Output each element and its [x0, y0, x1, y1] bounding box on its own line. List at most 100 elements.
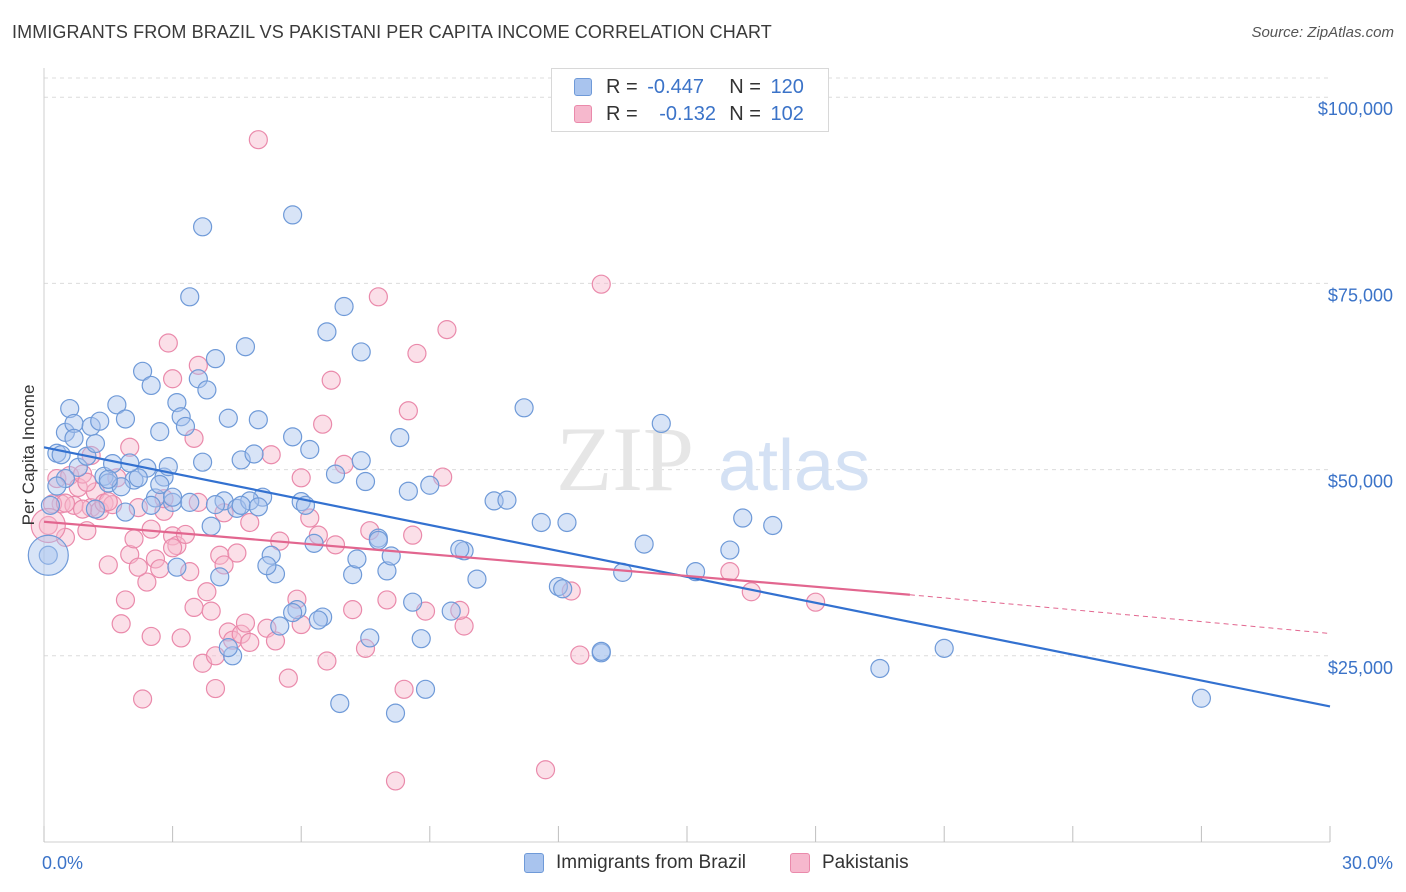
- point-pakistanis: [321, 370, 341, 390]
- watermark: ZIP atlas: [556, 408, 870, 510]
- legend-n-label: N =: [729, 75, 761, 98]
- legend-r-label: R =: [606, 75, 638, 98]
- point-brazil: [651, 413, 671, 434]
- point-pakistanis: [407, 343, 427, 364]
- point-brazil: [420, 475, 440, 495]
- point-brazil: [132, 361, 153, 381]
- point-brazil: [377, 561, 397, 581]
- point-brazil: [98, 469, 118, 489]
- point-brazil: [733, 508, 753, 528]
- point-brazil: [270, 616, 290, 636]
- point-pakistanis: [98, 555, 118, 575]
- point-brazil: [171, 407, 191, 427]
- point-pakistanis: [398, 401, 418, 421]
- legend-item-pakistanis: Pakistanis: [790, 852, 909, 874]
- y-tick-label: $75,000: [1328, 285, 1393, 305]
- point-brazil: [244, 444, 264, 464]
- point-brazil: [441, 601, 461, 621]
- axes: [43, 68, 1331, 843]
- point-brazil: [553, 579, 573, 599]
- point-brazil: [197, 380, 217, 400]
- point-brazil: [308, 610, 328, 630]
- watermark-atlas: atlas: [718, 426, 870, 506]
- point-pakistanis: [77, 472, 97, 492]
- point-pakistanis: [570, 645, 590, 665]
- point-brazil: [248, 410, 268, 430]
- watermark-zip: ZIP: [556, 408, 694, 510]
- point-brazil: [514, 398, 534, 418]
- point-pakistanis: [403, 525, 423, 545]
- point-brazil: [150, 422, 170, 442]
- legend-n-value: 120: [770, 75, 804, 98]
- legend-item-brazil: Immigrants from Brazil: [524, 852, 746, 874]
- point-brazil: [231, 495, 251, 515]
- point-brazil: [167, 557, 187, 577]
- legend-label-pakistanis: Pakistanis: [822, 852, 909, 873]
- tick-labels: $25,000 $50,000 $75,000 $100,000 0.0% 30.0%: [42, 99, 1393, 873]
- legend-r-value: -0.447: [647, 75, 704, 98]
- point-brazil: [150, 474, 170, 495]
- point-brazil: [467, 569, 487, 589]
- source-credit: Source: ZipAtlas.com: [1251, 24, 1394, 41]
- point-brazil: [64, 428, 84, 448]
- point-pakistanis: [591, 274, 611, 294]
- point-pakistanis: [343, 600, 363, 620]
- point-brazil: [180, 287, 200, 307]
- point-brazil: [347, 549, 367, 569]
- point-brazil: [398, 481, 418, 501]
- legend-row-pakistanis: R = -0.132 N = 102: [574, 102, 804, 126]
- point-pakistanis: [128, 557, 148, 577]
- y-tick-label: $50,000: [1328, 472, 1393, 492]
- y-tick-label: $25,000: [1328, 658, 1393, 678]
- point-brazil: [40, 495, 61, 515]
- point-brazil: [47, 476, 67, 496]
- legend-n-value: 102: [770, 102, 804, 125]
- legend-n-label: N =: [729, 102, 761, 125]
- point-pakistanis: [30, 507, 66, 544]
- point-brazil: [870, 658, 890, 679]
- point-brazil: [175, 416, 196, 437]
- legend-swatch-pakistanis: [574, 105, 592, 123]
- point-brazil: [634, 534, 654, 554]
- point-pakistanis: [163, 369, 183, 389]
- point-pakistanis: [197, 582, 217, 602]
- point-brazil: [141, 495, 161, 515]
- series-brazil: [27, 205, 1212, 723]
- point-pakistanis: [55, 493, 76, 513]
- x-tick-label: 30.0%: [1342, 853, 1393, 873]
- point-pakistanis: [291, 468, 311, 488]
- point-brazil: [1191, 688, 1212, 708]
- point-pakistanis: [313, 414, 333, 434]
- point-pakistanis: [158, 333, 178, 353]
- point-brazil: [557, 512, 577, 533]
- x-tick-label: 0.0%: [42, 853, 83, 873]
- point-pakistanis: [111, 614, 131, 634]
- point-pakistanis: [141, 626, 161, 647]
- point-brazil: [360, 628, 380, 648]
- point-pakistanis: [124, 529, 144, 549]
- point-brazil: [343, 565, 363, 585]
- point-brazil: [450, 539, 470, 559]
- point-pakistanis: [535, 760, 556, 780]
- point-brazil: [248, 497, 268, 517]
- point-brazil: [205, 495, 226, 515]
- point-brazil: [355, 471, 376, 492]
- point-brazil: [60, 398, 80, 419]
- legend-r-value: -0.132: [659, 102, 716, 125]
- point-pakistanis: [38, 515, 58, 536]
- point-pakistanis: [188, 355, 208, 375]
- point-brazil: [763, 515, 783, 536]
- point-brazil: [128, 468, 148, 488]
- point-brazil: [283, 205, 303, 225]
- point-brazil: [163, 487, 183, 507]
- point-brazil: [403, 592, 423, 612]
- point-brazil: [167, 392, 187, 413]
- point-brazil: [283, 427, 303, 447]
- point-brazil: [85, 499, 106, 519]
- point-brazil: [283, 603, 303, 623]
- point-brazil: [115, 409, 136, 429]
- point-pakistanis: [205, 678, 226, 699]
- point-pakistanis: [454, 616, 474, 636]
- legend-r-label: R =: [606, 102, 638, 125]
